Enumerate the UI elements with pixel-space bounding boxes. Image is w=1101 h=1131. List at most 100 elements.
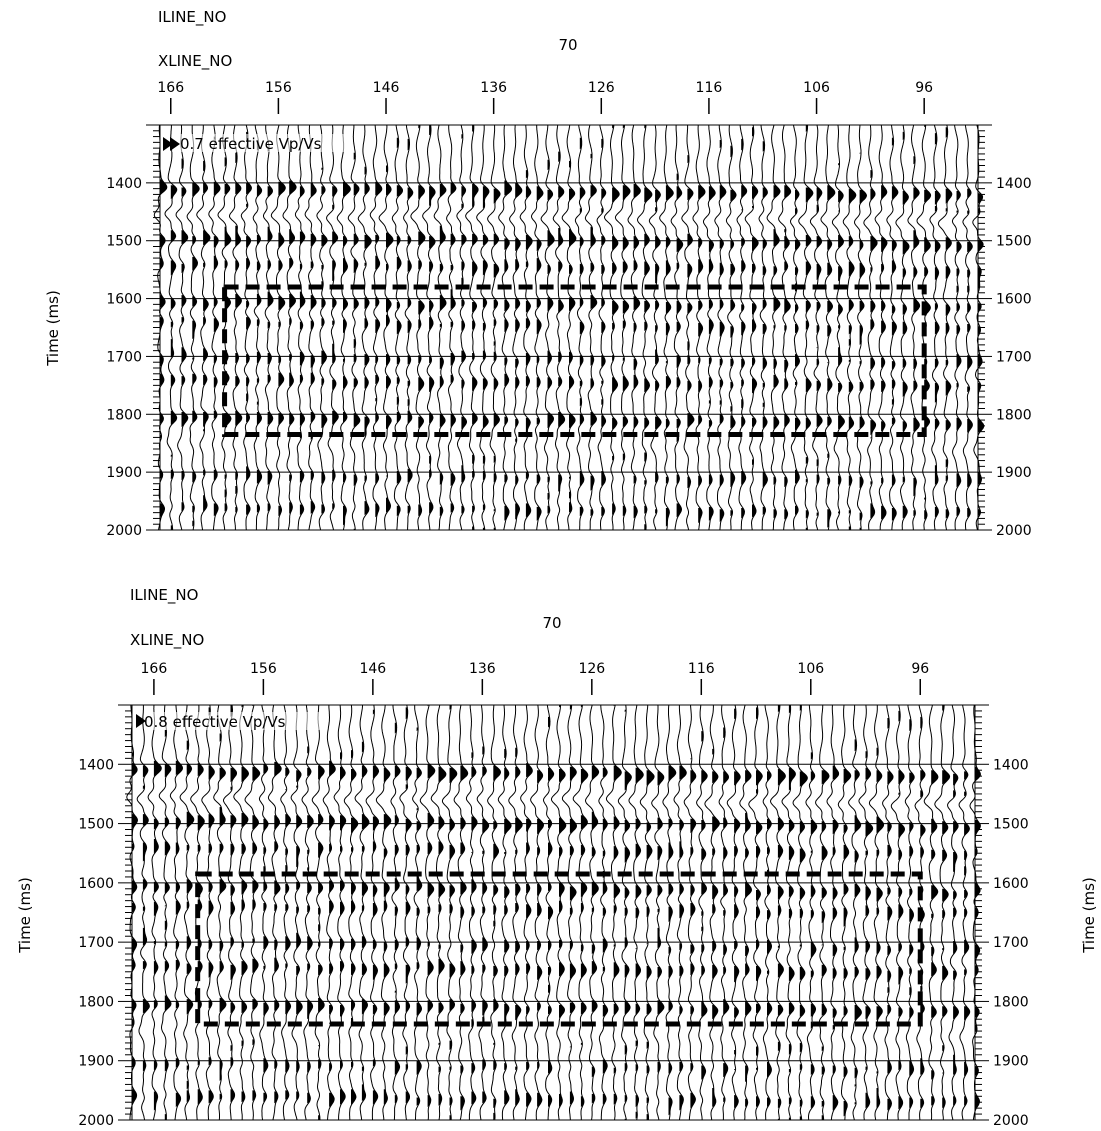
trace-wiggle xyxy=(410,125,426,530)
trace-wiggle xyxy=(572,704,589,1120)
trace-wiggle xyxy=(598,705,609,1120)
trace-fill xyxy=(591,765,599,1104)
trace-fill xyxy=(668,765,676,1116)
trace-wiggle xyxy=(153,124,168,531)
trace-wiggle xyxy=(412,705,423,1120)
trace-fill xyxy=(547,159,555,514)
trace-wiggle xyxy=(498,124,513,531)
trace-fill xyxy=(773,185,780,519)
trace-fill xyxy=(310,182,317,514)
trace-fill xyxy=(913,156,920,517)
y-tick-label-right: 1900 xyxy=(993,1054,1029,1070)
y-tick-label-left: 1500 xyxy=(106,234,142,250)
trace-wiggle xyxy=(798,124,814,531)
trace-fill xyxy=(655,189,662,514)
trace-fill xyxy=(241,705,249,1103)
trace-fill xyxy=(859,152,867,531)
trace-wiggle xyxy=(781,704,796,1121)
trace-fill xyxy=(795,189,800,516)
trace-wiggle xyxy=(683,704,697,1120)
trace-wiggle xyxy=(476,704,490,1121)
trace-wiggle xyxy=(158,704,172,1121)
trace-wiggle xyxy=(258,704,269,1121)
trace-wiggle xyxy=(147,704,162,1121)
trace-fill xyxy=(679,765,687,1111)
trace-wiggle xyxy=(240,124,252,531)
trace-wiggle xyxy=(136,705,150,1121)
trace-fill xyxy=(690,758,696,1109)
trace-fill xyxy=(752,127,759,518)
panel-1-x-ticks: 166 156 146 136 126 116 106 96 xyxy=(157,80,933,114)
trace-wiggle xyxy=(497,704,512,1121)
trace-fill xyxy=(644,125,652,530)
trace-fill xyxy=(471,752,478,1105)
y-tick-label-right: 1800 xyxy=(993,994,1029,1010)
trace-wiggle xyxy=(290,704,303,1121)
trace-fill xyxy=(449,705,457,1120)
x-tick-label: 126 xyxy=(588,80,615,96)
x-tick-label: 136 xyxy=(469,661,496,677)
trace-wiggle xyxy=(584,124,598,530)
trace-wiggle xyxy=(904,704,915,1121)
trace-wiggle xyxy=(357,124,372,531)
trace-wiggle xyxy=(453,704,469,1121)
trace-fill xyxy=(865,751,873,1109)
trace-fill xyxy=(256,140,262,513)
trace-wiggle xyxy=(969,704,981,1121)
panel-2-y-axis-label-left: Time (ms) xyxy=(16,877,34,954)
trace-wiggle xyxy=(627,124,641,531)
trace-wiggle xyxy=(972,124,985,531)
trace-fill xyxy=(569,705,577,1105)
y-tick-label-left: 1800 xyxy=(106,407,142,423)
trace-wiggle xyxy=(519,125,533,531)
trace-wiggle xyxy=(584,704,600,1121)
trace-wiggle xyxy=(354,705,370,1121)
y-tick-label-left: 1900 xyxy=(106,465,142,481)
trace-wiggle xyxy=(333,704,347,1120)
y-tick-label-right: 1400 xyxy=(993,757,1029,773)
trace-fill xyxy=(296,770,303,1100)
trace-fill xyxy=(687,155,694,489)
trace-fill xyxy=(472,125,479,530)
trace-fill xyxy=(881,185,887,520)
trace-wiggle xyxy=(703,125,716,531)
trace-fill xyxy=(580,705,588,1107)
y-tick-label-right: 2000 xyxy=(996,523,1032,539)
trace-wiggle xyxy=(196,125,211,531)
trace-fill xyxy=(321,167,328,514)
x-tick-label: 136 xyxy=(480,80,507,96)
trace-fill xyxy=(601,138,606,517)
trace-wiggle xyxy=(739,704,753,1121)
trace-wiggle xyxy=(628,704,644,1121)
trace-fill xyxy=(418,125,425,517)
y-tick-label-right: 1600 xyxy=(996,292,1032,308)
trace-fill xyxy=(132,752,138,1104)
trace-fill xyxy=(493,188,500,530)
trace-wiggle xyxy=(542,704,555,1121)
trace-fill xyxy=(383,767,391,1105)
trace-wiggle xyxy=(769,705,786,1120)
trace-fill xyxy=(602,767,608,1105)
trace-wiggle xyxy=(378,124,394,531)
trace-fill xyxy=(460,765,468,1111)
trace-fill xyxy=(956,191,962,517)
x-tick-label: 166 xyxy=(157,80,184,96)
trace-fill xyxy=(235,152,242,513)
trace-wiggle xyxy=(179,704,195,1121)
trace-wiggle xyxy=(934,704,951,1120)
trace-wiggle xyxy=(201,704,215,1121)
trace-wiggle xyxy=(126,705,139,1120)
trace-wiggle xyxy=(858,704,874,1121)
trace-wiggle xyxy=(868,705,885,1121)
trace-wiggle xyxy=(433,124,447,531)
trace-wiggle xyxy=(696,704,708,1120)
trace-fill xyxy=(891,137,898,521)
trace-wiggle xyxy=(895,124,910,530)
trace-fill xyxy=(332,186,339,510)
trace-wiggle xyxy=(692,125,706,531)
trace-fill xyxy=(515,182,522,520)
x-tick-label: 146 xyxy=(359,661,386,677)
trace-wiggle xyxy=(252,124,263,530)
trace-fill xyxy=(504,180,512,521)
trace-fill xyxy=(343,181,351,526)
